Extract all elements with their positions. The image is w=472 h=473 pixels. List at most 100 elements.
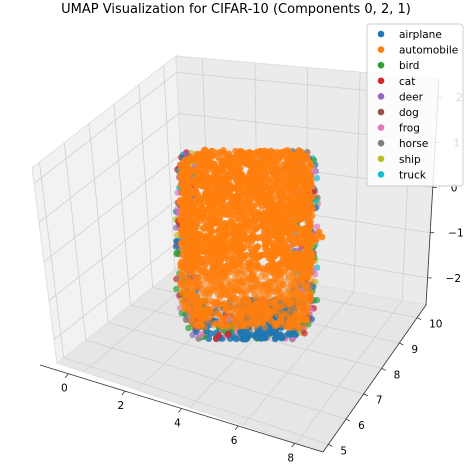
automobile-point: [297, 295, 305, 303]
y-tick-label: 7: [376, 395, 383, 407]
bird-point: [185, 324, 192, 332]
automobile-point: [207, 227, 215, 235]
automobile-point: [249, 204, 256, 212]
legend-marker-deer: [377, 93, 385, 100]
airplane-point: [205, 335, 213, 342]
automobile-point: [217, 255, 224, 263]
automobile-point: [245, 177, 253, 185]
automobile-point: [277, 272, 284, 279]
legend-marker-automobile: [377, 46, 385, 53]
automobile-point: [245, 234, 252, 242]
legend-marker-bird: [377, 61, 385, 69]
automobile-point: [280, 216, 288, 224]
automobile-point: [201, 165, 209, 173]
automobile-point: [284, 236, 292, 243]
automobile-point: [293, 206, 301, 214]
y-tick-mark: [381, 368, 386, 371]
automobile-point: [288, 259, 295, 266]
automobile-point: [218, 184, 225, 192]
automobile-point: [204, 185, 212, 193]
automobile-point: [262, 273, 269, 281]
automobile-point: [211, 284, 218, 292]
legend-label-airplane: airplane: [399, 29, 442, 41]
automobile-point: [235, 322, 243, 330]
automobile-point: [183, 165, 191, 173]
automobile-point: [225, 155, 233, 163]
automobile-point: [241, 186, 249, 194]
automobile-point: [214, 194, 221, 202]
automobile-point: [318, 233, 326, 241]
automobile-point: [307, 218, 314, 226]
automobile-point: [243, 288, 251, 295]
automobile-point: [225, 187, 233, 195]
x-axis-ticks: 0 2 4 6 8: [61, 373, 296, 464]
automobile-point: [296, 235, 304, 242]
y-grid-line: [88, 123, 364, 395]
legend-label-ship: ship: [399, 154, 421, 166]
automobile-point: [199, 259, 207, 266]
automobile-point: [223, 288, 231, 296]
cat-point: [311, 188, 318, 195]
automobile-point: [315, 228, 323, 236]
z-grid-line: [38, 112, 436, 223]
automobile-point: [293, 267, 301, 274]
automobile-point: [291, 284, 299, 292]
automobile-point: [297, 315, 304, 322]
automobile-point: [261, 236, 268, 244]
automobile-point: [182, 236, 190, 244]
bird-point: [313, 296, 321, 304]
automobile-point: [189, 188, 197, 196]
automobile-point: [227, 295, 235, 303]
automobile-point: [269, 230, 276, 238]
automobile-point: [176, 199, 184, 207]
automobile-point: [267, 318, 275, 325]
automobile-point: [293, 174, 301, 181]
bird-point: [173, 285, 180, 293]
automobile-point: [194, 254, 202, 262]
automobile-point: [177, 161, 184, 169]
y-tick-mark: [399, 342, 404, 346]
legend-label-cat: cat: [399, 76, 415, 88]
automobile-point: [237, 233, 245, 241]
automobile-point: [277, 168, 285, 175]
automobile-point: [274, 229, 281, 237]
automobile-point: [231, 156, 239, 164]
legend-marker-dog: [377, 108, 385, 116]
automobile-point: [253, 321, 261, 329]
y-grid-line: [39, 162, 329, 445]
automobile-point: [272, 288, 280, 295]
automobile-point: [278, 176, 286, 184]
automobile-point: [247, 218, 255, 226]
automobile-point: [214, 238, 222, 246]
automobile-point: [279, 161, 287, 168]
automobile-point: [292, 310, 300, 318]
automobile-point: [183, 287, 191, 295]
automobile-point: [255, 176, 263, 184]
automobile-point: [182, 212, 190, 219]
automobile-point: [279, 281, 287, 288]
y-tick-mark: [416, 317, 422, 321]
automobile-point: [278, 204, 285, 212]
automobile-point: [251, 282, 259, 289]
automobile-point: [216, 149, 224, 156]
automobile-point: [230, 222, 238, 230]
automobile-point: [200, 312, 208, 320]
automobile-point: [213, 250, 221, 258]
automobile-point: [292, 252, 300, 259]
automobile-point: [189, 179, 196, 187]
automobile-point: [226, 162, 234, 170]
x-tick-label: 2: [118, 400, 125, 412]
automobile-point: [193, 209, 200, 216]
automobile-point: [192, 244, 199, 252]
automobile-point: [296, 168, 304, 176]
automobile-point: [235, 246, 243, 254]
y-axis-ticks: 5 6 7 8 9 10: [328, 317, 442, 457]
automobile-point: [206, 313, 214, 320]
automobile-point: [294, 320, 302, 328]
automobile-point: [222, 263, 230, 271]
automobile-point: [176, 271, 184, 278]
automobile-point: [199, 212, 207, 220]
automobile-point: [285, 163, 292, 171]
automobile-point: [238, 150, 246, 158]
automobile-point: [219, 205, 226, 212]
